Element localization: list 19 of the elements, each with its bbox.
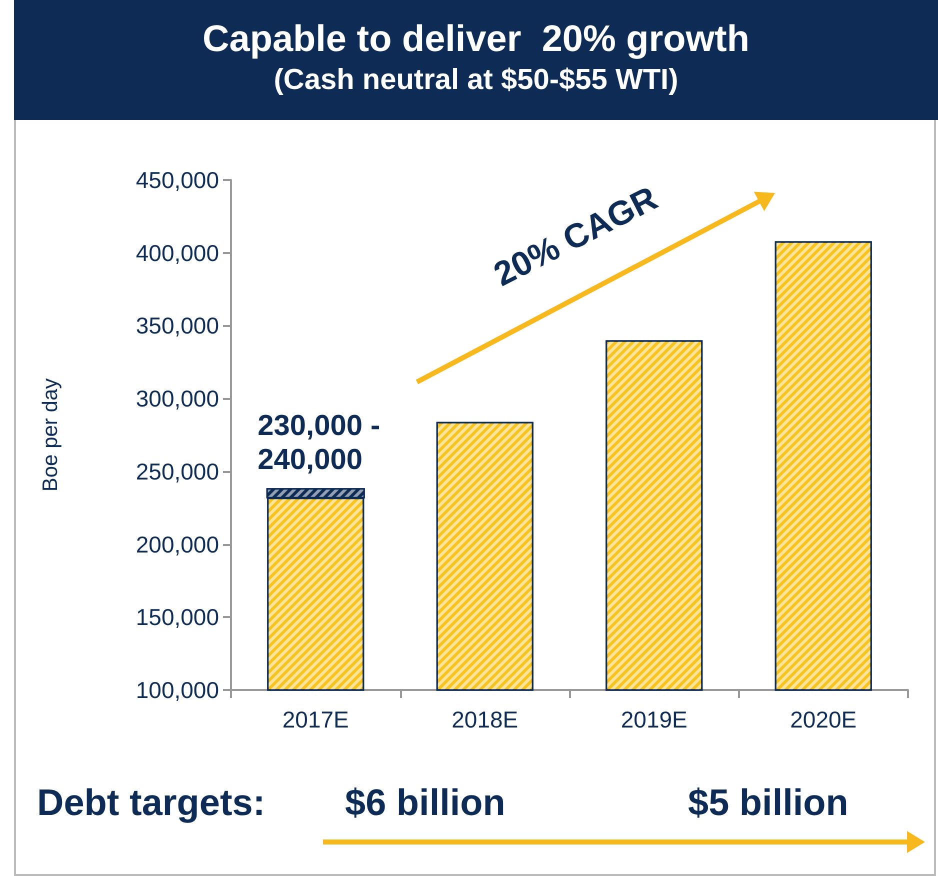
chart-title: Capable to deliver 20% growth — [202, 18, 750, 60]
x-tick-label: 2018E — [452, 706, 518, 732]
annotation: 230,000 - 240,000 — [258, 408, 382, 477]
y-tick-label: 300,000 — [136, 386, 219, 412]
text: $5 billion — [688, 782, 848, 824]
y-tick-label: 150,000 — [136, 604, 219, 630]
y-tick-label: 200,000 — [136, 531, 219, 558]
x-tick-label: 2019E — [620, 706, 688, 732]
chart-subtitle: (Cash neutral at $50-$55 WTI) — [272, 64, 680, 97]
text: Debt targets: — [37, 782, 266, 824]
y-tick-label: 250,000 — [136, 458, 219, 484]
y-tick-label: 400,000 — [136, 240, 219, 266]
y-tick-label: 100,000 — [136, 677, 219, 703]
x-tick-label: 2017E — [282, 706, 349, 732]
x-tick-label: 2020E — [790, 706, 857, 732]
y-axis-title: Boe per day — [39, 378, 62, 492]
y-tick-label: 450,000 — [136, 167, 219, 193]
y-tick-label: 350,000 — [136, 312, 219, 339]
text: $6 billion — [345, 782, 506, 824]
